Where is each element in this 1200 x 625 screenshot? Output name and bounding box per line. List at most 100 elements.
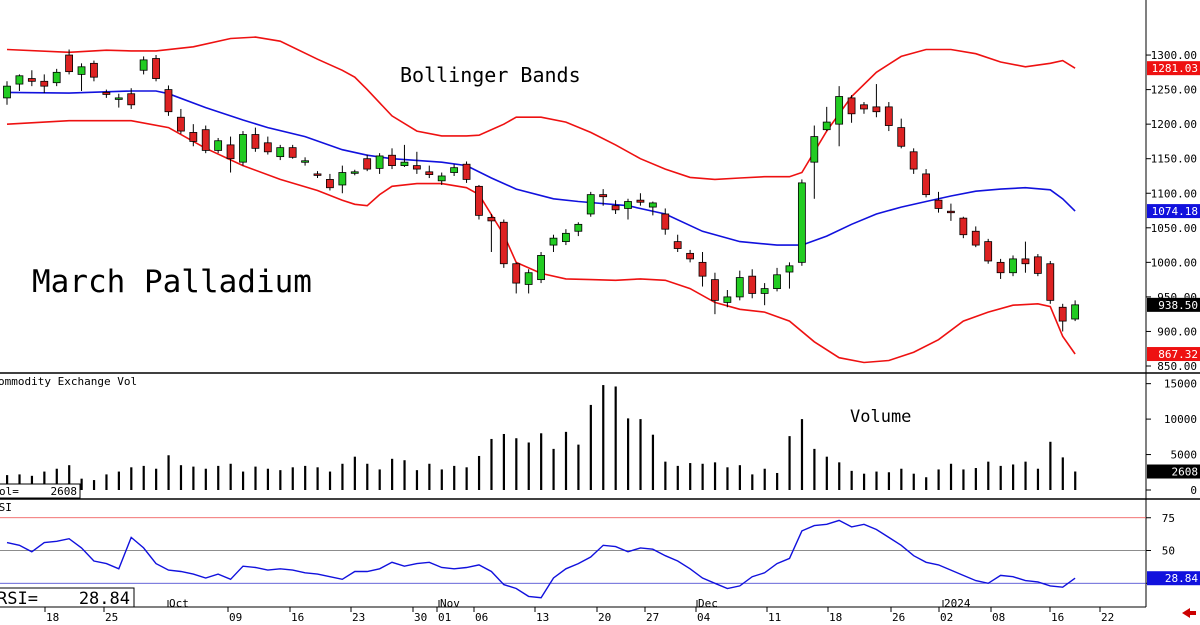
volume-bar bbox=[589, 404, 592, 490]
candle-body bbox=[624, 201, 632, 209]
candle-body bbox=[90, 62, 98, 78]
volume-bar bbox=[477, 455, 481, 490]
candle-body bbox=[698, 261, 707, 277]
candle-body bbox=[1071, 304, 1080, 320]
volume-bar bbox=[391, 458, 394, 490]
candle-body bbox=[487, 217, 496, 222]
candle bbox=[984, 238, 993, 264]
volume-bar bbox=[862, 473, 866, 490]
volume-bar bbox=[564, 431, 568, 490]
rsi-panel-title: RSI bbox=[0, 501, 12, 514]
candle bbox=[512, 262, 521, 294]
candle bbox=[934, 191, 943, 213]
candle-body bbox=[263, 142, 272, 153]
candle bbox=[338, 165, 347, 194]
volume-bar bbox=[962, 469, 965, 490]
candle-body bbox=[562, 232, 570, 243]
candle bbox=[735, 270, 744, 301]
volume-bar bbox=[266, 468, 270, 490]
price-axis: 850.00900.00950.001000.001050.001100.001… bbox=[1146, 49, 1197, 373]
candle-body bbox=[897, 127, 906, 147]
rsi-last-tag bbox=[1147, 571, 1200, 586]
volume-bar bbox=[937, 469, 940, 490]
candle-body bbox=[611, 205, 620, 211]
price-tick-label: 900.00 bbox=[1157, 325, 1197, 338]
candle-body bbox=[239, 134, 247, 163]
candle-body bbox=[363, 158, 372, 170]
rsi-readout-value: 28.84 bbox=[79, 589, 130, 609]
candle-body bbox=[77, 66, 86, 75]
candle-body bbox=[27, 78, 36, 82]
candle bbox=[698, 251, 707, 287]
last-value-tag-upper_band bbox=[1147, 61, 1200, 76]
candle bbox=[152, 55, 160, 82]
candle-body bbox=[499, 221, 508, 265]
candle-body bbox=[947, 210, 955, 214]
volume-bar bbox=[68, 465, 71, 490]
candle-body bbox=[313, 173, 322, 176]
candle-body bbox=[400, 161, 409, 167]
candle-body bbox=[276, 147, 285, 158]
candle bbox=[425, 165, 434, 179]
volume-tick-label: 5000 bbox=[1171, 449, 1198, 462]
volume-bar bbox=[142, 465, 145, 490]
candle-body bbox=[847, 97, 856, 115]
last-value-tag-close bbox=[1147, 297, 1200, 312]
volume-bar bbox=[999, 465, 1002, 490]
price-tick-label: 1150.00 bbox=[1151, 153, 1197, 166]
candle-body bbox=[226, 144, 235, 160]
candle-body bbox=[127, 93, 136, 106]
candle bbox=[1071, 300, 1080, 322]
date-tick-label: 27 bbox=[646, 611, 659, 621]
date-tick-label: 23 bbox=[352, 611, 365, 621]
candle bbox=[3, 81, 11, 105]
volume-bar bbox=[453, 465, 456, 490]
candle-body bbox=[301, 160, 309, 163]
candle-body bbox=[922, 173, 930, 196]
candle bbox=[189, 124, 198, 147]
candle-body bbox=[934, 199, 943, 209]
candle bbox=[263, 136, 272, 155]
volume-bar bbox=[502, 433, 505, 490]
volume-bar bbox=[130, 467, 133, 490]
volume-annotation: Volume bbox=[850, 407, 911, 427]
volume-bar bbox=[179, 465, 183, 490]
scroll-right-arrow[interactable] bbox=[1182, 608, 1196, 618]
volume-bar bbox=[825, 456, 828, 490]
candle bbox=[723, 289, 732, 308]
date-tick-label: 09 bbox=[229, 611, 242, 621]
candle bbox=[176, 108, 185, 134]
volume-bar bbox=[763, 468, 766, 490]
last-value-tag-text-close: 938.50 bbox=[1158, 299, 1198, 312]
candle bbox=[524, 269, 533, 294]
price-last-value-tags: 1281.03 1074.18 938.50 867.32 bbox=[1147, 61, 1200, 362]
volume-bar bbox=[925, 477, 928, 490]
volume-bar bbox=[838, 462, 841, 490]
volume-bar bbox=[1036, 468, 1040, 490]
candle-body bbox=[512, 263, 521, 284]
price-tick-label: 1200.00 bbox=[1151, 118, 1197, 131]
candle bbox=[164, 85, 173, 116]
date-tick-label: 06 bbox=[475, 611, 488, 621]
volume-bar bbox=[751, 474, 754, 490]
candle-body bbox=[176, 116, 185, 132]
candle-body bbox=[822, 121, 831, 131]
candle bbox=[114, 93, 123, 108]
candle bbox=[40, 74, 49, 94]
volume-bar bbox=[676, 465, 679, 490]
candle-body bbox=[114, 97, 123, 100]
candle-body bbox=[574, 223, 583, 232]
candle bbox=[363, 154, 372, 172]
volume-bar bbox=[80, 478, 83, 490]
candle bbox=[77, 63, 86, 91]
price-tick-label: 1050.00 bbox=[1151, 222, 1197, 235]
volume-bar bbox=[440, 469, 443, 490]
candle-body bbox=[65, 54, 73, 73]
candle-body bbox=[711, 279, 719, 301]
candle-body bbox=[15, 75, 24, 85]
date-tick-label: 08 bbox=[992, 611, 1005, 621]
candle-body bbox=[462, 163, 471, 180]
volume-tick-label: 10000 bbox=[1164, 413, 1197, 426]
